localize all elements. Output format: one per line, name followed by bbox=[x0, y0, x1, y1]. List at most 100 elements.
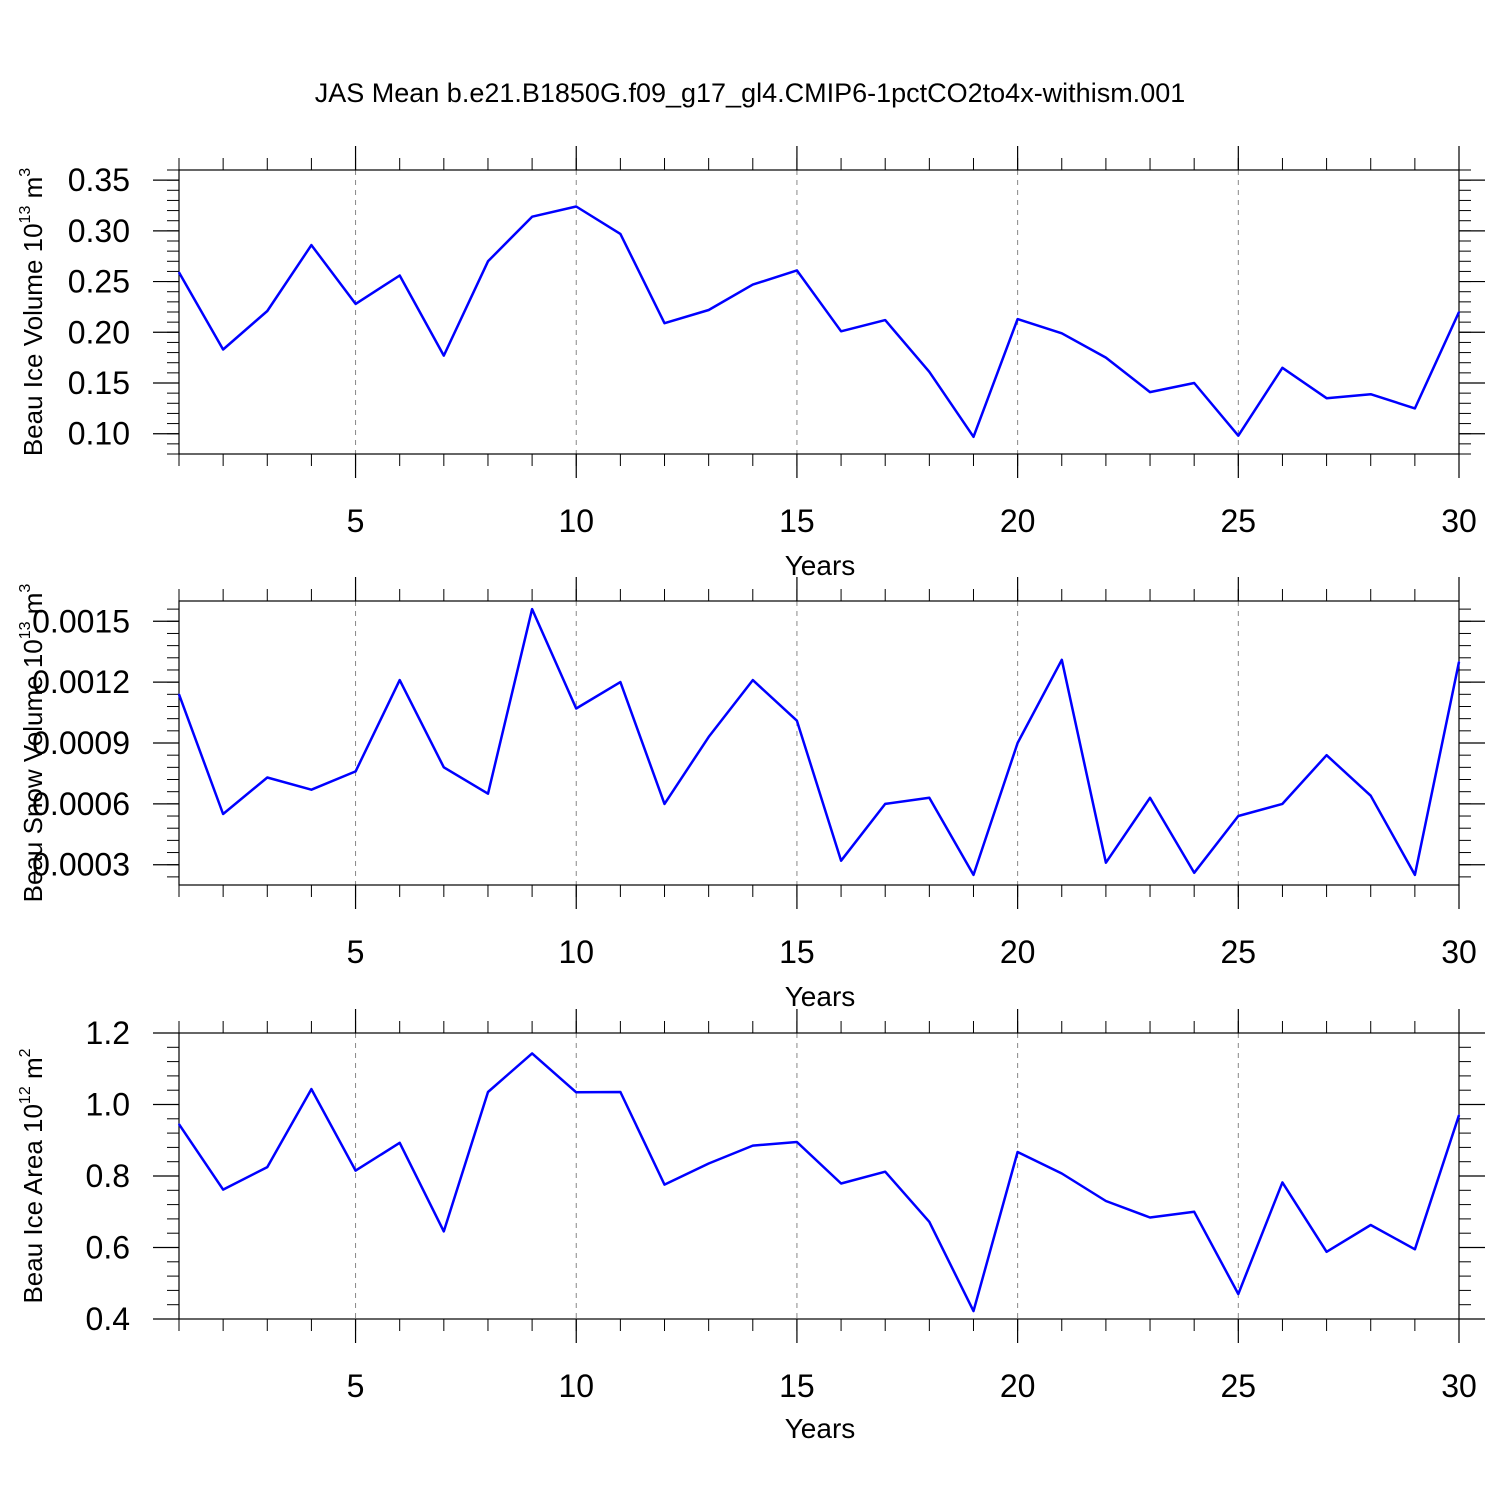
data-point bbox=[531, 215, 533, 218]
y-tick-label: 1.2 bbox=[86, 1015, 130, 1051]
y-tick-label: 0.0003 bbox=[32, 847, 130, 883]
data-point bbox=[443, 1230, 445, 1233]
data-point bbox=[1325, 1250, 1328, 1253]
data-point bbox=[1414, 1248, 1416, 1251]
x-tick-label: 5 bbox=[347, 934, 365, 970]
data-point bbox=[1105, 861, 1107, 864]
data-point bbox=[1414, 407, 1416, 410]
y-tick-label: 0.20 bbox=[68, 314, 130, 350]
data-series-line bbox=[177, 205, 1461, 439]
data-point bbox=[1369, 1224, 1372, 1226]
data-point bbox=[1016, 1151, 1019, 1153]
data-point bbox=[972, 1310, 975, 1312]
data-point bbox=[575, 1091, 578, 1094]
data-point bbox=[663, 1183, 666, 1186]
panel-2: 5 10 15 20 25 30 0.0003 0.0006 0.0009 0.0012 0.001… bbox=[17, 577, 1485, 1012]
data-point bbox=[928, 371, 931, 373]
x-tick-label: 20 bbox=[1000, 503, 1036, 539]
data-point bbox=[1458, 1114, 1460, 1117]
data-point bbox=[354, 1169, 357, 1172]
x-tick-label: 10 bbox=[558, 934, 594, 970]
plot-frame bbox=[178, 169, 1460, 455]
data-point bbox=[1369, 794, 1372, 797]
x-tick-label: 25 bbox=[1221, 1368, 1257, 1404]
data-point bbox=[398, 1141, 401, 1144]
data-point bbox=[1060, 1172, 1063, 1175]
data-point bbox=[1060, 332, 1063, 335]
x-tick-label: 15 bbox=[779, 503, 815, 539]
data-point bbox=[663, 322, 666, 324]
data-point bbox=[928, 796, 931, 799]
x-tick-label: 30 bbox=[1441, 503, 1477, 539]
data-point bbox=[663, 803, 666, 805]
data-point bbox=[1016, 318, 1019, 320]
data-point bbox=[487, 260, 489, 263]
data-point bbox=[575, 205, 578, 208]
data-point bbox=[1149, 796, 1151, 799]
data-point bbox=[707, 309, 710, 311]
x-tick-label: 30 bbox=[1441, 934, 1477, 970]
data-point bbox=[443, 766, 445, 769]
data-point bbox=[531, 1052, 533, 1055]
y-tick-label: 0.6 bbox=[86, 1230, 130, 1266]
x-tick-label: 15 bbox=[779, 934, 815, 970]
data-point bbox=[1369, 393, 1372, 395]
x-tick-label: 20 bbox=[1000, 1368, 1036, 1404]
x-axis-label: Years bbox=[785, 550, 856, 581]
data-point bbox=[178, 693, 180, 696]
y-tick-label: 0.25 bbox=[68, 264, 130, 300]
data-point bbox=[1281, 366, 1284, 369]
data-point bbox=[884, 803, 887, 805]
x-tick-label: 25 bbox=[1221, 503, 1257, 539]
data-point bbox=[796, 1141, 798, 1143]
data-point bbox=[531, 608, 533, 610]
data-point bbox=[928, 1220, 931, 1223]
x-axis-label: Years bbox=[785, 981, 856, 1012]
x-tick-label: 5 bbox=[347, 1368, 365, 1404]
y-axis-label: Beau Ice Volume 1013 m3 bbox=[17, 168, 48, 456]
y-tick-label: 0.15 bbox=[68, 365, 130, 401]
data-point bbox=[398, 679, 401, 681]
y-tick-label: 0.35 bbox=[68, 162, 130, 198]
data-point bbox=[266, 776, 269, 779]
y-tick-label: 0.0015 bbox=[32, 603, 130, 639]
data-point bbox=[1060, 659, 1063, 661]
data-point bbox=[1237, 434, 1240, 437]
data-point bbox=[751, 1144, 754, 1147]
data-point bbox=[1325, 754, 1328, 756]
y-axis-label: Beau Ice Area 1012 m2 bbox=[17, 1048, 48, 1303]
data-point bbox=[884, 319, 887, 321]
plot-frame bbox=[178, 600, 1460, 886]
data-point bbox=[575, 707, 578, 710]
data-point bbox=[222, 1188, 224, 1191]
data-point bbox=[398, 274, 401, 277]
data-point bbox=[487, 1091, 489, 1093]
data-point bbox=[972, 874, 975, 876]
data-point bbox=[884, 1170, 887, 1173]
data-point bbox=[796, 719, 798, 722]
data-point bbox=[707, 736, 710, 738]
y-tick-label: 0.10 bbox=[68, 416, 130, 452]
data-series-line bbox=[177, 607, 1461, 877]
data-point bbox=[310, 788, 313, 791]
data-point bbox=[487, 792, 489, 795]
data-point bbox=[1193, 382, 1195, 384]
y-axis-label: Beau Snow Volume 1013 m3 bbox=[17, 584, 48, 903]
x-tick-label: 10 bbox=[558, 503, 594, 539]
x-tick-label: 25 bbox=[1221, 934, 1257, 970]
data-point bbox=[1458, 311, 1460, 313]
data-point bbox=[310, 1088, 313, 1090]
data-point bbox=[972, 435, 975, 438]
data-point bbox=[840, 1182, 842, 1185]
data-point bbox=[443, 354, 445, 357]
panel-3: 5 10 15 20 25 30 0.4 0.6 0.8 1.0 1.2 Years Beau Ice … bbox=[17, 1009, 1485, 1444]
plot-frame bbox=[178, 1032, 1460, 1320]
y-tick-label: 0.8 bbox=[86, 1158, 130, 1194]
x-axis-label: Years bbox=[785, 1413, 856, 1444]
data-point bbox=[266, 1166, 269, 1168]
data-point bbox=[751, 679, 754, 681]
data-point bbox=[1193, 872, 1195, 874]
data-point bbox=[751, 283, 754, 286]
data-point bbox=[1237, 815, 1240, 817]
y-tick-label: 0.30 bbox=[68, 213, 130, 249]
